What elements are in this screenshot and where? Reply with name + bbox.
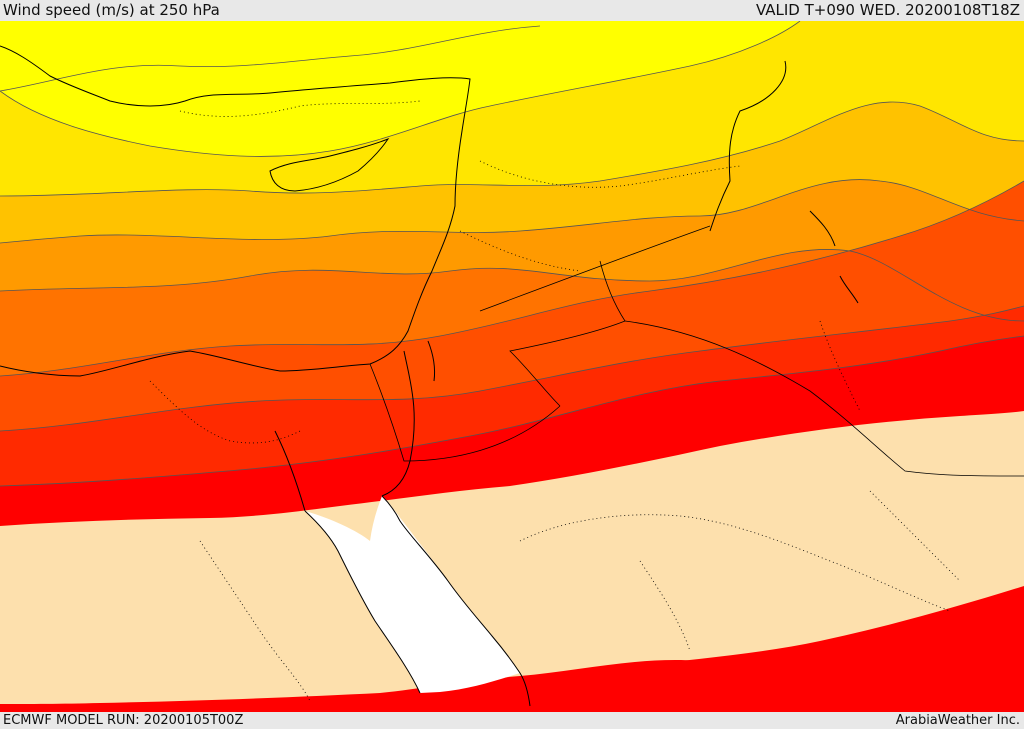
coastlines: [0, 45, 859, 707]
band-red-south: [360, 586, 1024, 712]
wind-speed-map: [0, 21, 1024, 712]
slow-zone-land: [0, 411, 1024, 704]
band-yellow: [0, 21, 800, 157]
province-borders: [149, 100, 961, 702]
model-run-label: ECMWF MODEL RUN: 20200105T00Z: [3, 713, 244, 728]
country-borders: [369, 225, 1024, 477]
credit-label: ArabiaWeather Inc.: [895, 713, 1020, 728]
contour-lines: [0, 21, 1024, 487]
header-bar: Wind speed (m/s) at 250 hPa VALID T+090 …: [0, 0, 1024, 21]
map-canvas[interactable]: [0, 21, 1024, 712]
red-sea: [305, 496, 520, 693]
footer-bar: ECMWF MODEL RUN: 20200105T00Z ArabiaWeat…: [0, 712, 1024, 729]
map-title: Wind speed (m/s) at 250 hPa: [3, 1, 220, 19]
valid-time-label: VALID T+090 WED. 20200108T18Z: [755, 1, 1020, 19]
